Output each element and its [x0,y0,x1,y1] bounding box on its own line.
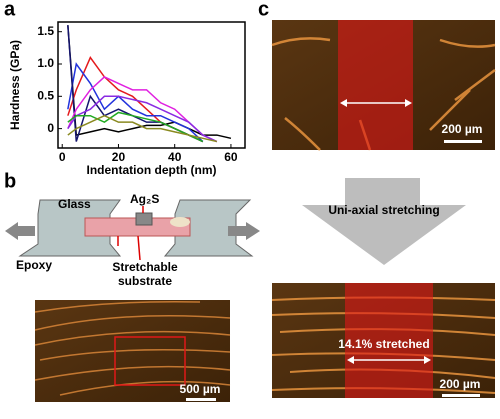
hardness-chart: 0 0.5 1.0 1.5 0 20 40 60 Indentation depth (nm) H… [8,21,246,177]
y-tick-label: 1.5 [37,24,54,38]
data-line [67,62,204,143]
y-axis-label: Hardness (GPa) [8,40,22,130]
stretch-label: 14.1% stretched [338,337,429,351]
data-line [67,95,218,143]
glass-label: Glass [58,197,91,211]
x-tick-label: 60 [224,150,238,164]
arrow-label: Uni-axial stretching [328,203,439,217]
data-line [67,114,218,143]
x-tick-label: 40 [168,150,182,164]
x-tick-label: 0 [59,150,66,164]
y-tick-label: 0 [47,121,54,135]
x-tick-label: 20 [112,150,126,164]
plot-frame [57,21,246,149]
ag2s-label: Ag₂S [130,192,159,206]
substrate-label: substrate [118,274,172,288]
data-line [67,111,204,143]
y-tick-label: 1.0 [37,56,54,70]
stretch-arrow [302,178,466,265]
micrograph [34,300,231,402]
panel-label: b [4,170,16,192]
panel-label: c [258,0,269,20]
y-tick-label: 0.5 [37,88,54,102]
scale-label: 200 µm [440,377,481,391]
micrograph [271,283,496,398]
panel-label: a [4,0,16,20]
stretch-diagram [5,199,260,261]
scale-label: 200 µm [442,122,483,136]
epoxy-label: Epoxy [16,258,52,272]
scale-label: 500 µm [180,382,221,396]
substrate-label: Stretchable [112,260,178,274]
x-axis-label: Indentation depth (nm) [87,163,217,177]
micrograph [271,20,496,151]
